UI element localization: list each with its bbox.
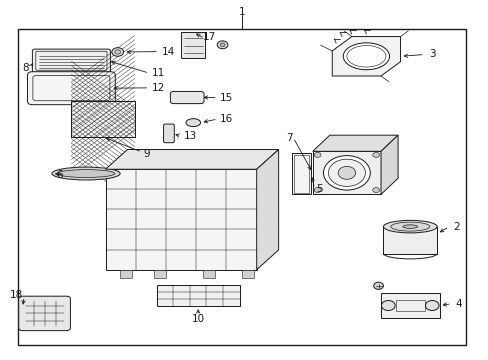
Bar bbox=[71, 101, 135, 137]
Text: 1: 1 bbox=[238, 7, 245, 17]
Bar bbox=[71, 101, 135, 137]
Bar bbox=[71, 101, 135, 137]
Text: 16: 16 bbox=[220, 114, 233, 124]
Bar bbox=[71, 101, 135, 137]
Bar bbox=[383, 226, 436, 253]
Bar bbox=[395, 300, 424, 311]
FancyBboxPatch shape bbox=[170, 91, 203, 104]
Polygon shape bbox=[105, 149, 278, 169]
Text: 2: 2 bbox=[452, 222, 459, 231]
FancyBboxPatch shape bbox=[163, 124, 174, 143]
Ellipse shape bbox=[185, 119, 200, 127]
Bar bbox=[181, 32, 205, 58]
Ellipse shape bbox=[402, 225, 417, 228]
Bar bbox=[71, 101, 135, 137]
Circle shape bbox=[372, 188, 379, 193]
Text: 4: 4 bbox=[455, 299, 462, 309]
Bar bbox=[71, 101, 135, 137]
Text: 14: 14 bbox=[161, 46, 175, 57]
Text: 5: 5 bbox=[316, 184, 323, 194]
Bar bbox=[71, 101, 135, 137]
Bar bbox=[71, 101, 135, 137]
Text: 15: 15 bbox=[220, 93, 233, 103]
Bar bbox=[154, 270, 166, 278]
Circle shape bbox=[337, 166, 355, 179]
Circle shape bbox=[381, 301, 394, 311]
Bar bbox=[242, 270, 254, 278]
Bar bbox=[120, 270, 132, 278]
Bar bbox=[312, 151, 380, 194]
Bar bbox=[71, 101, 135, 137]
Bar bbox=[71, 101, 135, 137]
Ellipse shape bbox=[346, 45, 385, 67]
Circle shape bbox=[220, 43, 224, 46]
Circle shape bbox=[372, 152, 379, 157]
Bar bbox=[71, 101, 135, 137]
Bar bbox=[71, 101, 135, 137]
Bar bbox=[18, 30, 466, 345]
Bar bbox=[203, 270, 215, 278]
Text: 10: 10 bbox=[191, 314, 204, 324]
Circle shape bbox=[314, 152, 321, 157]
Bar bbox=[71, 101, 135, 137]
Polygon shape bbox=[380, 135, 397, 194]
Circle shape bbox=[112, 48, 123, 56]
Text: 18: 18 bbox=[9, 291, 22, 301]
FancyBboxPatch shape bbox=[19, 296, 70, 330]
Circle shape bbox=[425, 301, 438, 311]
Text: 6: 6 bbox=[56, 170, 62, 180]
Polygon shape bbox=[312, 135, 397, 151]
Text: 3: 3 bbox=[428, 49, 435, 59]
Text: 11: 11 bbox=[152, 68, 165, 78]
Circle shape bbox=[323, 156, 369, 190]
Text: 9: 9 bbox=[143, 149, 149, 159]
Bar bbox=[71, 101, 135, 137]
Ellipse shape bbox=[383, 220, 436, 233]
Bar bbox=[71, 101, 135, 137]
Ellipse shape bbox=[52, 167, 120, 180]
Ellipse shape bbox=[343, 43, 389, 70]
Bar bbox=[157, 285, 239, 306]
Polygon shape bbox=[331, 37, 400, 76]
Polygon shape bbox=[256, 149, 278, 270]
Bar bbox=[292, 153, 310, 194]
Ellipse shape bbox=[57, 170, 115, 177]
FancyBboxPatch shape bbox=[32, 49, 110, 72]
Bar bbox=[71, 101, 135, 137]
Circle shape bbox=[373, 282, 383, 289]
Circle shape bbox=[328, 159, 365, 186]
Bar bbox=[71, 101, 135, 137]
Text: 7: 7 bbox=[285, 133, 292, 143]
Bar bbox=[71, 101, 135, 137]
Bar bbox=[71, 101, 135, 137]
Text: 12: 12 bbox=[152, 83, 165, 93]
Circle shape bbox=[115, 50, 121, 54]
Bar bbox=[71, 101, 135, 137]
Text: 17: 17 bbox=[203, 32, 216, 41]
FancyBboxPatch shape bbox=[27, 72, 115, 105]
Bar bbox=[71, 101, 135, 137]
Polygon shape bbox=[380, 293, 439, 318]
Bar bbox=[71, 101, 135, 137]
Bar bbox=[71, 101, 135, 137]
Ellipse shape bbox=[390, 222, 429, 231]
Circle shape bbox=[217, 41, 227, 49]
Bar bbox=[71, 101, 135, 137]
Text: 13: 13 bbox=[183, 131, 196, 141]
Bar bbox=[105, 169, 256, 270]
Circle shape bbox=[314, 188, 321, 193]
Text: 8: 8 bbox=[22, 63, 29, 73]
Bar bbox=[294, 155, 308, 193]
